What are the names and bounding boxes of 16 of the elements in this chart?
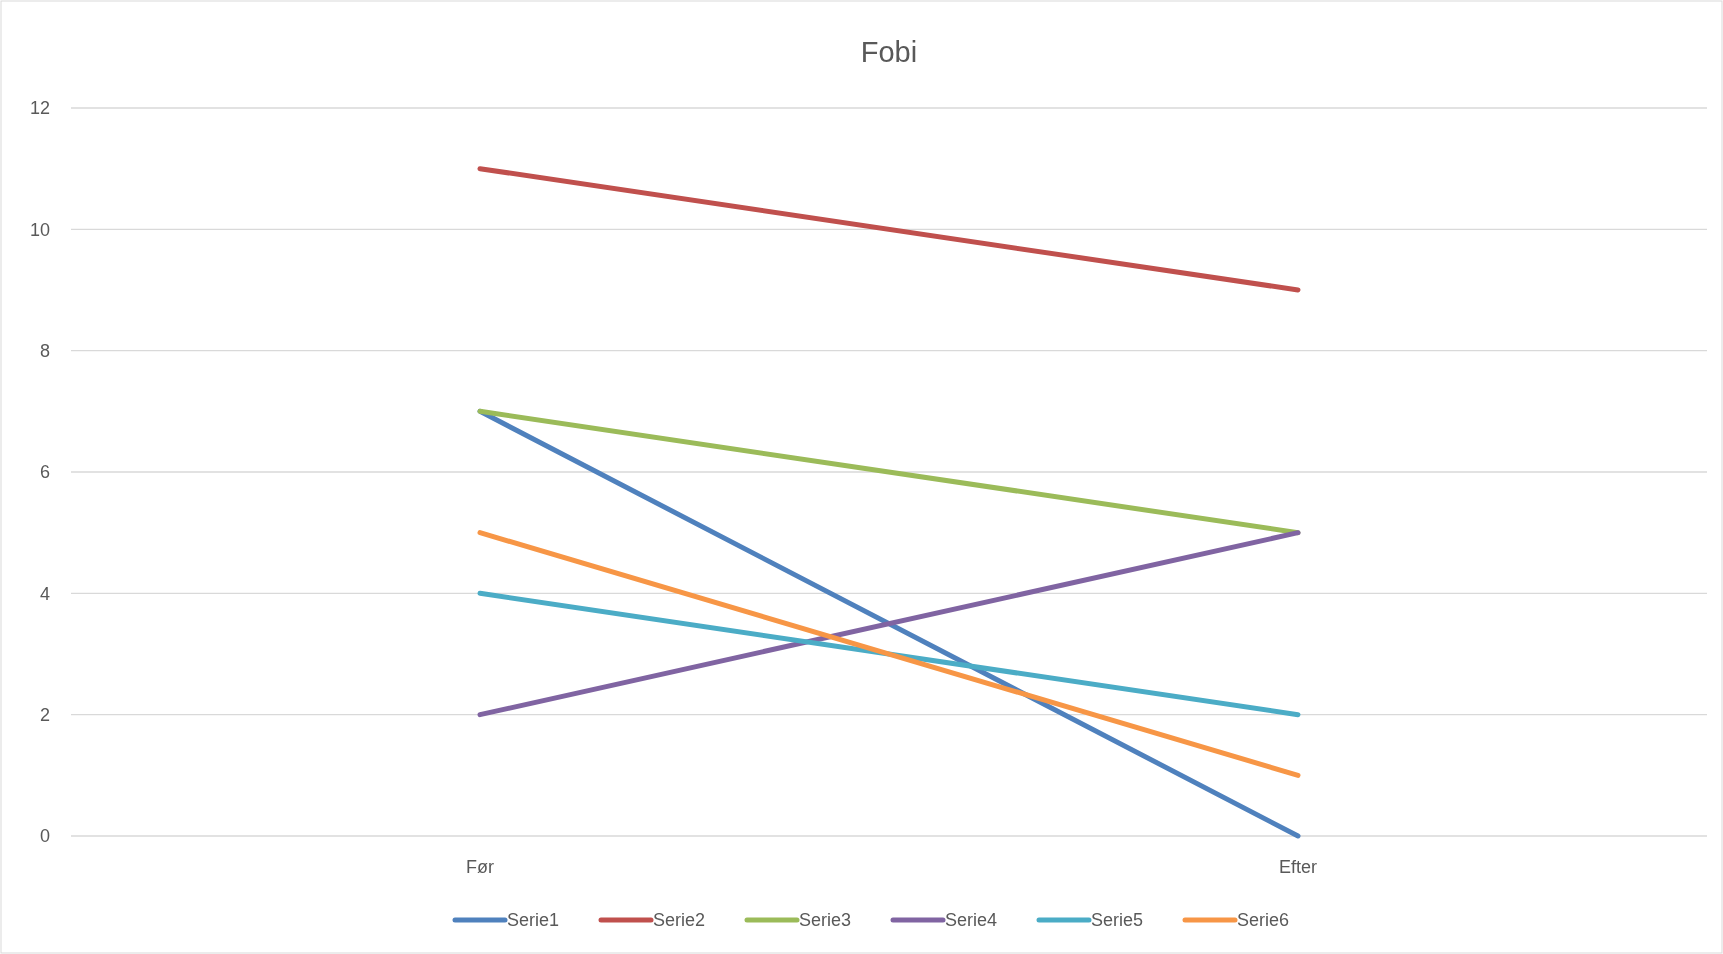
x-tick-label: Efter <box>1278 857 1318 877</box>
legend-label: Serie5 <box>1091 910 1144 931</box>
y-tick-label: 12 <box>29 98 50 119</box>
y-tick-label: 0 <box>39 826 50 847</box>
y-tick-label: 4 <box>39 583 50 604</box>
legend-label: Serie2 <box>653 910 706 931</box>
y-tick-label: 10 <box>29 219 50 240</box>
y-tick-label: 6 <box>39 462 50 483</box>
x-tick-label: Før <box>466 857 494 877</box>
chart-title: Fobi <box>860 36 918 68</box>
legend-label: Serie1 <box>507 910 560 931</box>
legend-label: Serie3 <box>799 910 852 931</box>
legend-label: Serie6 <box>1237 910 1290 931</box>
y-tick-label: 8 <box>39 340 50 361</box>
legend-label: Serie4 <box>945 910 998 931</box>
y-tick-label: 2 <box>39 704 50 725</box>
